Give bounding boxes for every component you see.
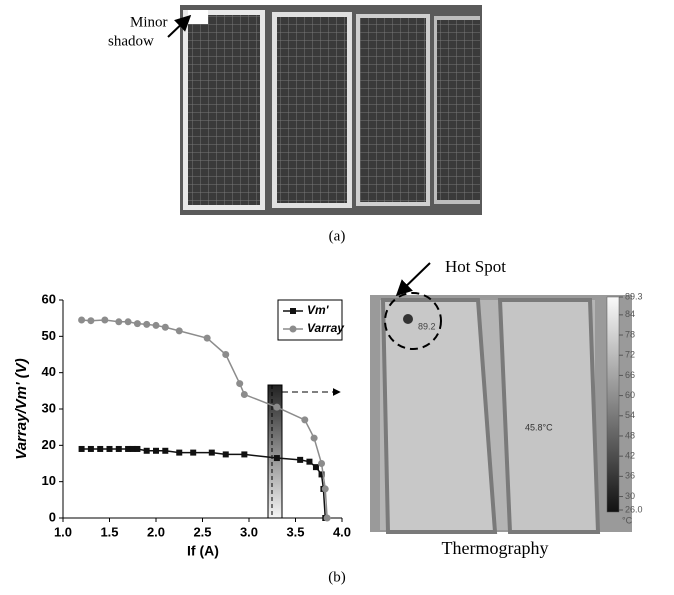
data-point xyxy=(162,447,169,454)
data-point xyxy=(134,445,141,452)
colorbar-tick-label: 72 xyxy=(625,350,635,360)
series-line xyxy=(81,448,327,519)
data-point xyxy=(190,449,197,456)
data-point xyxy=(143,447,150,454)
colorbar-tick-label: 54 xyxy=(625,410,635,420)
data-point xyxy=(115,318,123,326)
x-tick-label: 1.0 xyxy=(54,524,72,539)
data-point xyxy=(241,451,248,458)
data-point xyxy=(101,316,109,324)
data-point xyxy=(312,464,319,471)
caption: (b) xyxy=(328,569,346,585)
legend-label: Varray xyxy=(307,321,345,335)
temperature-label: 89.2 xyxy=(418,321,436,331)
colorbar-tick-label: 36 xyxy=(625,471,635,481)
data-point xyxy=(115,445,122,452)
data-point xyxy=(273,403,281,411)
colorbar-tick-label: 66 xyxy=(625,370,635,380)
data-point xyxy=(175,327,183,335)
data-point xyxy=(176,449,183,456)
x-axis-label: If (A) xyxy=(187,543,219,559)
y-tick-label: 50 xyxy=(42,328,56,343)
photo xyxy=(167,5,482,215)
data-point xyxy=(222,451,229,458)
data-point xyxy=(318,471,325,478)
caption: (a) xyxy=(329,228,346,244)
data-point xyxy=(129,445,136,452)
data-point xyxy=(301,416,309,424)
colorbar-unit: °C xyxy=(622,515,633,525)
x-tick-label: 1.5 xyxy=(100,524,118,539)
hotspot-label: Hot Spot xyxy=(445,257,506,276)
y-axis-label: Varray/Vm' (V) xyxy=(13,358,30,459)
data-point xyxy=(318,460,326,467)
data-point xyxy=(143,320,151,328)
data-point xyxy=(236,380,244,388)
data-point xyxy=(208,449,215,456)
series-line xyxy=(81,319,328,519)
colorbar-tick-label: 42 xyxy=(625,451,635,461)
colorbar-tick-label: 26.0 xyxy=(625,504,643,514)
data-point xyxy=(273,455,280,462)
data-point xyxy=(222,351,230,358)
thermal-image xyxy=(370,262,632,534)
x-tick-label: 4.0 xyxy=(333,524,351,539)
x-tick-label: 3.5 xyxy=(286,524,304,539)
legend xyxy=(277,299,343,341)
colorbar-tick-label: 30 xyxy=(625,491,635,501)
data-point xyxy=(78,316,86,324)
data-point xyxy=(152,321,160,329)
x-tick-label: 3.0 xyxy=(240,524,258,539)
data-point xyxy=(161,323,169,331)
data-point xyxy=(240,390,248,398)
data-point xyxy=(87,445,94,452)
colorbar-tick-label: 60 xyxy=(625,390,635,400)
y-tick-label: 60 xyxy=(42,291,56,306)
legend-marker xyxy=(290,308,296,314)
highlight xyxy=(267,384,341,519)
data-point xyxy=(297,456,304,463)
colorbar-tick-label: 48 xyxy=(625,430,635,440)
legend-marker xyxy=(289,325,297,333)
annotation: Minor xyxy=(130,14,168,30)
data-point xyxy=(321,485,329,493)
data-point xyxy=(203,334,211,342)
data-point xyxy=(124,318,132,326)
y-tick-label: 20 xyxy=(42,437,56,452)
y-tick-label: 40 xyxy=(42,364,56,379)
colorbar-tick-label: 78 xyxy=(625,329,635,339)
y-tick-label: 10 xyxy=(42,473,56,488)
data-point xyxy=(306,458,313,465)
data-point xyxy=(87,317,95,325)
data-point xyxy=(310,434,318,442)
colorbar-tick-label: 84 xyxy=(625,309,635,319)
data-point xyxy=(125,445,132,452)
data-point xyxy=(153,447,159,454)
data-point xyxy=(133,320,141,328)
thermal-title: Thermography xyxy=(442,538,549,558)
data-point xyxy=(106,445,113,452)
temperature-label: 45.8°C xyxy=(525,422,553,432)
x-tick-label: 2.5 xyxy=(193,524,211,539)
y-tick-label: 30 xyxy=(42,400,56,415)
data-point xyxy=(97,445,104,452)
colorbar-tick-label: 89.3 xyxy=(625,291,643,301)
legend-label: Vm' xyxy=(307,303,330,317)
annotation: shadow xyxy=(108,33,154,49)
data-point xyxy=(323,514,331,522)
x-tick-label: 2.0 xyxy=(147,524,165,539)
y-tick-label: 0 xyxy=(49,509,56,524)
data-point xyxy=(78,445,85,452)
